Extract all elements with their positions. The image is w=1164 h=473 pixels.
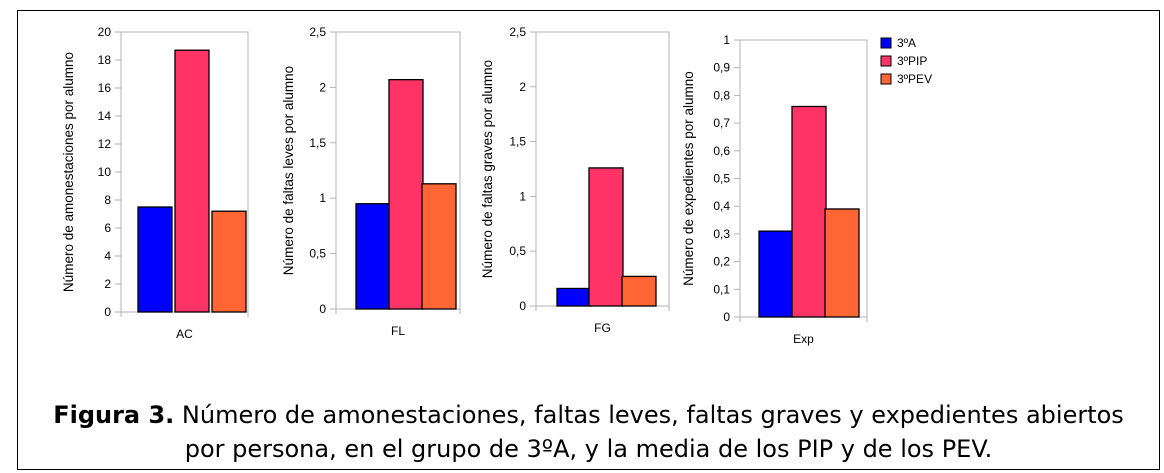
y-tick-label: 16 xyxy=(98,81,112,95)
bar xyxy=(758,230,794,318)
bar xyxy=(355,203,391,310)
figure-caption: Figura 3. Número de amonestaciones, falt… xyxy=(17,398,1160,466)
y-tick-label: 8 xyxy=(104,193,111,207)
y-tick-label: 2,5 xyxy=(309,25,326,39)
y-tick-label: 0 xyxy=(319,302,326,316)
y-tick-label: 10 xyxy=(98,165,112,179)
legend-swatch xyxy=(880,73,892,85)
y-axis-label: Número de amonestaciones por alumno xyxy=(61,52,76,292)
x-category-label: AC xyxy=(176,327,193,341)
legend-label: 3ºPIP xyxy=(897,54,927,68)
y-axis-label: Número de expedientes por alumno xyxy=(681,71,696,286)
bar xyxy=(588,167,624,307)
bar xyxy=(556,287,592,307)
chart-1: 0 2 4 6 8 10 12 14 16 18 20 AC Número de amonestacio… xyxy=(61,25,249,341)
x-category-label: FL xyxy=(391,324,405,338)
legend-swatch xyxy=(880,37,892,49)
bar xyxy=(791,105,827,318)
y-tick-label: 0,5 xyxy=(509,244,526,258)
legend: 3ºA 3ºPIP 3ºPEV xyxy=(880,36,932,86)
y-tick-label: 2 xyxy=(519,80,526,94)
y-tick-label: 2 xyxy=(104,277,111,291)
x-category-label: Exp xyxy=(793,332,814,346)
bar xyxy=(388,78,424,310)
y-tick-label: 1,5 xyxy=(309,136,326,150)
bar xyxy=(211,210,247,313)
bar xyxy=(174,49,210,313)
y-tick-label: 6 xyxy=(104,221,111,235)
y-tick-label: 20 xyxy=(98,25,112,39)
y-tick-label: 0,3 xyxy=(713,227,730,241)
x-category-label: FG xyxy=(594,321,611,335)
y-axis-label: Número de faltas graves por alumno xyxy=(480,60,495,278)
chart-2: 0 0,5 1 1,5 2 2,5 FL Número de faltas leves por… xyxy=(281,25,461,338)
legend-label: 3ºPEV xyxy=(897,72,932,86)
y-tick-label: 1 xyxy=(319,191,326,205)
bar xyxy=(824,208,860,318)
y-tick-label: 0,7 xyxy=(713,116,730,130)
y-tick-label: 0 xyxy=(519,299,526,313)
y-tick-label: 18 xyxy=(98,53,112,67)
y-tick-label: 0,8 xyxy=(713,88,730,102)
y-tick-label: 0,6 xyxy=(713,144,730,158)
bar xyxy=(621,275,657,307)
legend-swatch xyxy=(880,55,892,67)
bar xyxy=(421,183,457,310)
figure-frame xyxy=(17,10,1160,470)
legend-label: 3ºA xyxy=(897,36,916,50)
y-tick-label: 12 xyxy=(98,137,112,151)
chart-3: 0 0,5 1 1,5 2 2,5 FG Número de faltas graves po… xyxy=(480,25,670,335)
y-tick-label: 2,5 xyxy=(509,25,526,39)
y-tick-label: 2 xyxy=(319,80,326,94)
bar xyxy=(137,206,173,313)
y-tick-label: 0,4 xyxy=(713,199,730,213)
y-tick-label: 1 xyxy=(723,33,730,47)
caption-line-1: Número de amonestaciones, faltas leves, … xyxy=(174,401,1124,429)
y-tick-label: 0,9 xyxy=(713,61,730,75)
y-tick-label: 14 xyxy=(98,109,112,123)
y-tick-label: 0 xyxy=(723,310,730,324)
y-tick-label: 1,5 xyxy=(509,135,526,149)
caption-label: Figura 3. xyxy=(53,401,175,429)
y-tick-label: 1 xyxy=(519,189,526,203)
y-tick-label: 0,5 xyxy=(309,247,326,261)
y-tick-label: 0,1 xyxy=(713,282,730,296)
y-axis-label: Número de faltas leves por alumno xyxy=(281,66,296,275)
y-tick-label: 0,5 xyxy=(713,172,730,186)
y-tick-label: 0,2 xyxy=(713,255,730,269)
chart-4: 0 0,1 0,2 0,3 0,4 0,5 0,6 0,7 0,8 0,9 1 Exp Número d… xyxy=(681,33,868,346)
y-tick-label: 0 xyxy=(104,305,111,319)
caption-line-2: por persona, en el grupo de 3ºA, y la me… xyxy=(184,435,993,463)
y-tick-label: 4 xyxy=(104,249,111,263)
